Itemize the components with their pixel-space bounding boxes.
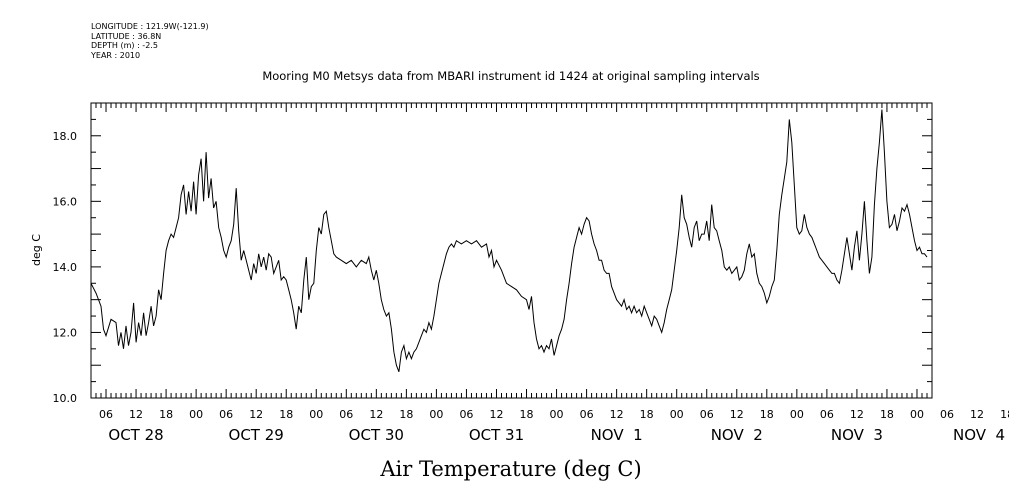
x-date-label: NOV 4 — [953, 426, 1005, 444]
x-hour-label: 18 — [279, 408, 293, 421]
air-temperature-line — [90, 109, 928, 372]
x-hour-label: 00 — [790, 408, 804, 421]
x-hour-label: 18 — [880, 408, 894, 421]
x-date-label: OCT 28 — [108, 426, 163, 444]
x-date-label: NOV 1 — [591, 426, 643, 444]
x-hour-label: 00 — [670, 408, 684, 421]
x-axis: 06 12 18 00 06 12 18 00 06 12 18 00 06 12 18 00 06 12 18 00… — [90, 103, 1009, 444]
y-tick-label: 12.0 — [53, 326, 78, 339]
metadata-block: LONGITUDE : 121.9W(-121.9) LATITUDE : 36… — [91, 22, 209, 60]
x-date-label: OCT 29 — [229, 426, 284, 444]
x-axis-label: Air Temperature (deg C) — [379, 457, 641, 481]
y-tick-label: 10.0 — [53, 392, 78, 405]
x-hour-label: 18 — [1000, 408, 1009, 421]
latitude-label: LATITUDE : 36.8N — [91, 31, 162, 41]
x-hour-label: 12 — [489, 408, 503, 421]
plot-frame — [90, 102, 933, 399]
y-tick-label: 16.0 — [53, 195, 78, 208]
y-axis-label: deg C — [30, 234, 43, 266]
x-date-label: OCT 31 — [469, 426, 524, 444]
x-date-label: NOV 2 — [711, 426, 763, 444]
x-hour-label: 06 — [700, 408, 714, 421]
x-hour-label: 12 — [970, 408, 984, 421]
x-hour-label: 06 — [99, 408, 113, 421]
longitude-label: LONGITUDE : 121.9W(-121.9) — [91, 22, 209, 31]
x-hour-label: 18 — [520, 408, 534, 421]
year-label: YEAR : 2010 — [91, 50, 141, 60]
x-hour-label: 00 — [309, 408, 323, 421]
x-hour-label: 12 — [730, 408, 744, 421]
x-hour-label: 18 — [159, 408, 173, 421]
depth-label: DEPTH (m) : -2.5 — [91, 41, 158, 50]
x-date-label: OCT 30 — [349, 426, 404, 444]
x-hour-label: 00 — [429, 408, 443, 421]
x-hour-label: 18 — [760, 408, 774, 421]
x-date-label: NOV 3 — [831, 426, 883, 444]
x-hour-label: 06 — [459, 408, 473, 421]
y-tick-label: 14.0 — [53, 261, 78, 274]
x-hour-label: 06 — [339, 408, 353, 421]
x-hour-label: 18 — [399, 408, 413, 421]
x-hour-label: 12 — [610, 408, 624, 421]
x-hour-label: 06 — [219, 408, 233, 421]
x-hour-label: 12 — [850, 408, 864, 421]
x-hour-label: 06 — [940, 408, 954, 421]
x-hour-label: 18 — [640, 408, 654, 421]
chart-title: Mooring M0 Metsys data from MBARI instru… — [262, 69, 759, 83]
x-hour-label: 12 — [129, 408, 143, 421]
x-hour-label: 06 — [580, 408, 594, 421]
x-hour-label: 00 — [550, 408, 564, 421]
x-hour-label: 00 — [189, 408, 203, 421]
y-tick-label: 18.0 — [53, 130, 78, 143]
x-hour-label: 06 — [820, 408, 834, 421]
x-hour-label: 00 — [910, 408, 924, 421]
x-hour-label: 12 — [369, 408, 383, 421]
x-hour-label: 12 — [249, 408, 263, 421]
